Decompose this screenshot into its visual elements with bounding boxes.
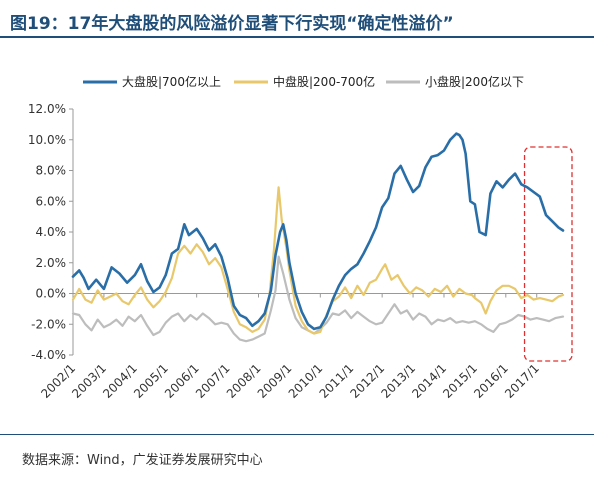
y-tick-label: 0.0% (36, 287, 67, 301)
y-axis: 12.0% 10.0% 8.0% 6.0% 4.0% 2.0% 0.0% -2.0% -4.0% (28, 102, 73, 362)
y-tick-label: 12.0% (28, 102, 66, 116)
y-tick-label: -4.0% (31, 348, 66, 362)
y-tick-label: 2.0% (36, 256, 67, 270)
y-tick-label: 8.0% (36, 164, 67, 178)
legend: 大盘股|700亿以上 中盘股|200-700亿 小盘股|200亿以下 (83, 74, 524, 89)
y-tick-label: 4.0% (36, 225, 67, 239)
y-tick-label: -2.0% (31, 317, 66, 331)
legend-label-1: 中盘股|200-700亿 (273, 74, 375, 89)
legend-label-0: 大盘股|700亿以上 (122, 74, 221, 89)
source-note: 数据来源：Wind，广发证券发展研究中心 (22, 449, 263, 468)
footer-rule (0, 434, 594, 435)
line-chart: 大盘股|700亿以上 中盘股|200-700亿 小盘股|200亿以下 12.0% 10… (0, 0, 594, 434)
legend-label-2: 小盘股|200亿以下 (425, 74, 524, 89)
highlight-box (525, 147, 572, 361)
series-group (73, 134, 563, 342)
x-tick-label: 2017/1 (502, 361, 542, 401)
y-tick-label: 6.0% (36, 194, 67, 208)
y-tick-label: 10.0% (28, 133, 66, 147)
